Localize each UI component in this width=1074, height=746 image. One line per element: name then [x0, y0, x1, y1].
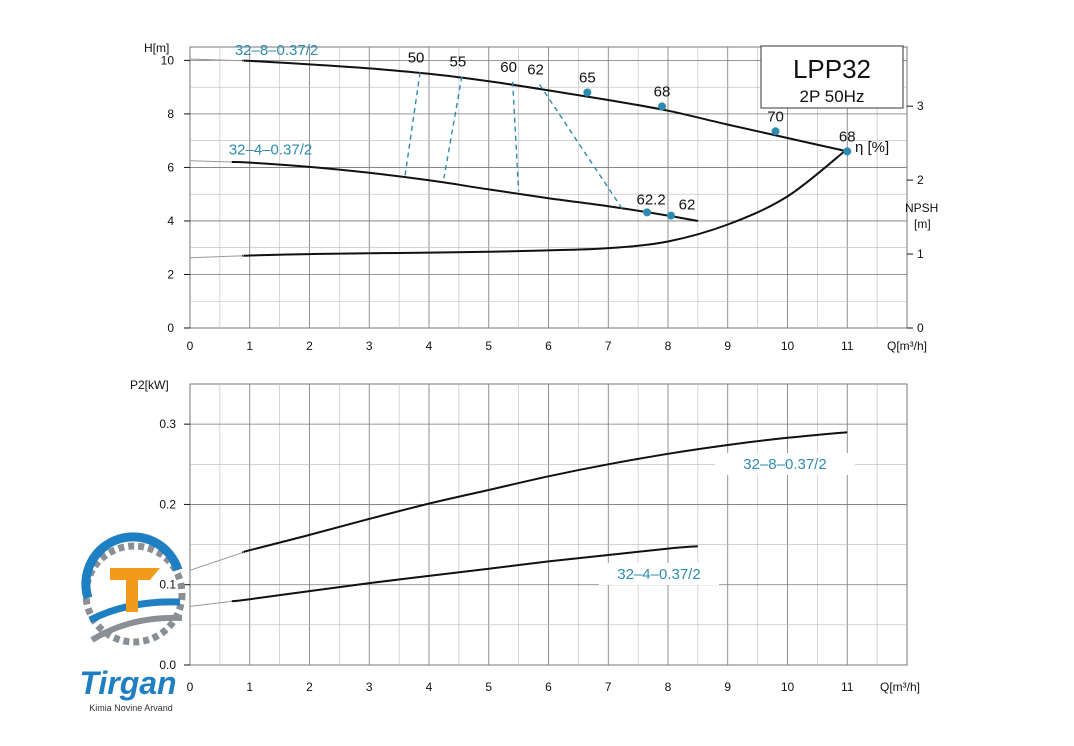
x-tick-label: 6: [545, 339, 552, 353]
y-tick-label: 0.1: [159, 578, 176, 592]
x-tick-label: 0: [187, 339, 194, 353]
label-backdrop: [715, 453, 855, 475]
efficiency-point: [583, 88, 592, 97]
iso-efficiency-line: [538, 84, 624, 211]
efficiency-label: 55: [450, 53, 467, 70]
x-tick-label: 11: [841, 680, 854, 694]
y2-tick-label: 0: [917, 321, 924, 335]
arc-icon: [81, 532, 183, 600]
efficiency-axis-label: η [%]: [855, 139, 889, 156]
x-tick-label: 3: [366, 339, 373, 353]
spec-label: 2P 50Hz: [800, 87, 865, 106]
x-tick-label: 8: [665, 339, 672, 353]
x-tick-label: 4: [426, 680, 433, 694]
x-tick-label: 7: [605, 339, 612, 353]
y-axis-label: P2[kW]: [130, 378, 169, 392]
efficiency-label: 50: [408, 49, 425, 66]
x-axis-label: Q[m³/h]: [887, 339, 927, 353]
x-tick-label: 2: [306, 339, 313, 353]
brand-tagline: Kimia Novine Arvand: [89, 703, 173, 713]
efficiency-label: 65: [579, 69, 596, 86]
series-label: 32–4–0.37/2: [617, 566, 700, 583]
iso-efficiency-line: [511, 81, 520, 192]
brand-name: Tirgan: [79, 665, 176, 701]
x-tick-label: 4: [426, 339, 433, 353]
curve-extension: [189, 160, 232, 163]
curve-extension: [189, 58, 244, 62]
y-tick-label: 6: [167, 160, 174, 174]
x-tick-label: 9: [724, 680, 731, 694]
iso-efficiency-line: [404, 72, 421, 176]
performance-curve: [242, 59, 848, 153]
y-tick-label: 0.2: [159, 497, 176, 511]
performance-curve: [231, 161, 699, 222]
series-label: 32–8–0.37/2: [743, 456, 826, 473]
efficiency-point: [658, 102, 667, 111]
y2-tick-label: 1: [917, 247, 924, 261]
x-tick-label: 10: [781, 339, 795, 353]
model-label: LPP32: [793, 54, 871, 84]
power-panel: 0.0 0.1 0.2 0.3 0 1 2 3 4 5 6 7 8 9 10 11 Q[m³/h] P2[kW] 3…: [130, 378, 920, 694]
x-tick-label: 0: [187, 680, 194, 694]
efficiency-label: 62: [527, 61, 544, 78]
y-tick-label: 10: [161, 53, 175, 67]
brand-logo: Tirgan Kimia Novine Arvand: [79, 532, 186, 713]
x-axis-label: Q[m³/h]: [880, 680, 920, 694]
x-tick-label: 6: [545, 680, 552, 694]
efficiency-point: [643, 208, 652, 217]
label-backdrop: [599, 563, 719, 585]
efficiency-label: 62.2: [636, 191, 665, 208]
power-curve: [242, 431, 848, 554]
y-tick-label: 0.3: [159, 417, 176, 431]
series-label: 32–8–0.37/2: [235, 42, 318, 59]
x-tick-label: 1: [246, 680, 253, 694]
x-tick-label: 5: [485, 680, 492, 694]
efficiency-label: 68: [839, 128, 856, 145]
efficiency-label: 60: [500, 59, 517, 76]
efficiency-label: 70: [767, 108, 784, 125]
x-tick-label: 2: [306, 680, 313, 694]
x-tick-label: 5: [485, 339, 492, 353]
y-tick-label: 0: [167, 321, 174, 335]
efficiency-label: 62: [679, 197, 696, 214]
y2-axis-unit: [m]: [914, 217, 931, 231]
letter-t-icon: [110, 568, 160, 612]
x-tick-label: 3: [366, 680, 373, 694]
efficiency-label: 68: [654, 83, 671, 100]
x-tick-label: 11: [841, 339, 854, 353]
curve-extension: [189, 551, 244, 571]
curve-extension: [189, 600, 232, 607]
efficiency-point: [666, 211, 675, 220]
y2-axis-label: NPSH: [905, 201, 938, 215]
efficiency-point: [771, 127, 780, 136]
y2-tick-label: 2: [917, 173, 924, 187]
performance-curve: [242, 148, 848, 257]
series-label: 32–4–0.37/2: [229, 142, 312, 159]
y-tick-label: 0.0: [159, 658, 176, 672]
x-tick-label: 10: [781, 680, 795, 694]
x-tick-label: 9: [724, 339, 731, 353]
y2-tick-label: 3: [917, 99, 924, 113]
x-tick-label: 1: [246, 339, 253, 353]
y-tick-label: 2: [167, 267, 174, 281]
y-tick-label: 8: [167, 107, 174, 121]
title-box: LPP32 2P 50Hz: [760, 45, 904, 109]
curve-extension: [189, 255, 244, 259]
efficiency-point: [843, 147, 852, 156]
y-axis-label: H[m]: [144, 41, 169, 55]
y-tick-label: 4: [167, 214, 174, 228]
x-tick-label: 7: [605, 680, 612, 694]
x-tick-label: 8: [665, 680, 672, 694]
power-curve: [231, 545, 698, 603]
